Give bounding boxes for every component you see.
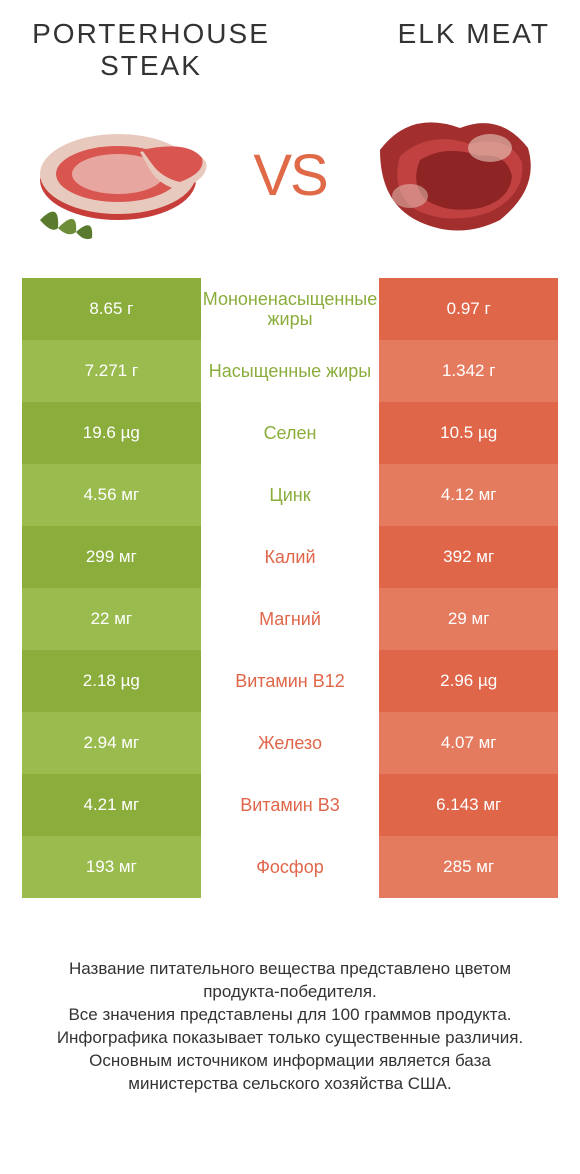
nutrient-name: Насыщенные жиры	[201, 340, 380, 402]
right-value: 6.143 мг	[379, 774, 558, 836]
left-value: 2.94 мг	[22, 712, 201, 774]
nutrient-name: Магний	[201, 588, 380, 650]
table-row: 4.21 мгВитамин B36.143 мг	[22, 774, 558, 836]
title-row: PORTERHOUSESTEAK ELK MEAT	[0, 0, 580, 90]
left-value: 19.6 µg	[22, 402, 201, 464]
table-row: 193 мгФосфор285 мг	[22, 836, 558, 898]
right-title-col: ELK MEAT	[290, 18, 568, 82]
table-row: 2.94 мгЖелезо4.07 мг	[22, 712, 558, 774]
left-value: 8.65 г	[22, 278, 201, 340]
right-value: 10.5 µg	[379, 402, 558, 464]
left-value: 2.18 µg	[22, 650, 201, 712]
steak-icon	[30, 100, 230, 250]
right-title: ELK MEAT	[290, 18, 568, 50]
right-food-image	[350, 100, 550, 250]
nutrient-name: Калий	[201, 526, 380, 588]
nutrient-name: Цинк	[201, 464, 380, 526]
nutrient-name: Фосфор	[201, 836, 380, 898]
table-row: 22 мгМагний29 мг	[22, 588, 558, 650]
table-row: 19.6 µgСелен10.5 µg	[22, 402, 558, 464]
table-row: 4.56 мгЦинк4.12 мг	[22, 464, 558, 526]
footer-line: Инфографика показывает только существенн…	[34, 1027, 546, 1050]
right-value: 1.342 г	[379, 340, 558, 402]
footer-notes: Название питательного вещества представл…	[0, 900, 580, 1096]
comparison-table: 8.65 гМононенасыщенные жиры0.97 г7.271 г…	[20, 276, 560, 900]
table-row: 8.65 гМононенасыщенные жиры0.97 г	[22, 278, 558, 340]
footer-line: Все значения представлены для 100 граммо…	[34, 1004, 546, 1027]
left-title-col: PORTERHOUSESTEAK	[12, 18, 290, 82]
left-value: 299 мг	[22, 526, 201, 588]
left-value: 4.56 мг	[22, 464, 201, 526]
left-title: PORTERHOUSESTEAK	[12, 18, 290, 82]
right-value: 4.07 мг	[379, 712, 558, 774]
image-row: VS	[0, 90, 580, 276]
left-value: 22 мг	[22, 588, 201, 650]
elk-icon	[350, 100, 550, 250]
vs-label: VS	[253, 142, 326, 209]
right-value: 2.96 µg	[379, 650, 558, 712]
left-value: 193 мг	[22, 836, 201, 898]
left-food-image	[30, 100, 230, 250]
nutrient-name: Витамин B12	[201, 650, 380, 712]
right-value: 392 мг	[379, 526, 558, 588]
right-value: 0.97 г	[379, 278, 558, 340]
nutrient-name: Селен	[201, 402, 380, 464]
nutrient-name: Железо	[201, 712, 380, 774]
right-value: 285 мг	[379, 836, 558, 898]
right-value: 29 мг	[379, 588, 558, 650]
table-row: 7.271 гНасыщенные жиры1.342 г	[22, 340, 558, 402]
footer-line: Основным источником информации является …	[34, 1050, 546, 1096]
footer-line: Название питательного вещества представл…	[34, 958, 546, 1004]
nutrient-name: Мононенасыщенные жиры	[201, 278, 380, 340]
table-row: 2.18 µgВитамин B122.96 µg	[22, 650, 558, 712]
right-value: 4.12 мг	[379, 464, 558, 526]
left-value: 7.271 г	[22, 340, 201, 402]
left-value: 4.21 мг	[22, 774, 201, 836]
nutrient-name: Витамин B3	[201, 774, 380, 836]
table-row: 299 мгКалий392 мг	[22, 526, 558, 588]
